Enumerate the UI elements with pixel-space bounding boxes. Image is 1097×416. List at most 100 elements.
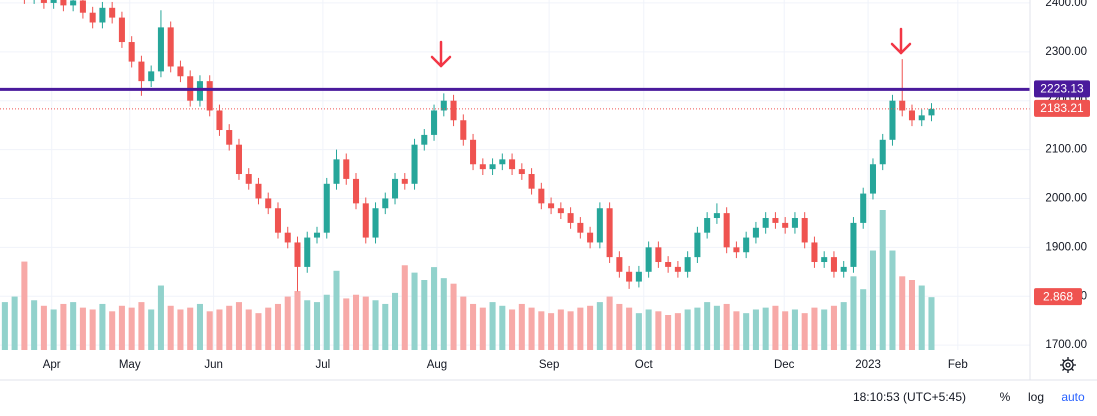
candle-layer <box>23 0 935 292</box>
candle-body <box>801 218 808 243</box>
volume-bar <box>791 309 798 350</box>
volume-bar <box>40 305 47 350</box>
candle-body <box>879 139 886 165</box>
candle-body <box>343 159 350 179</box>
candle-body <box>70 0 77 6</box>
x-tick-label: May <box>119 359 141 371</box>
volume-bar <box>665 315 672 350</box>
volume-bar <box>908 280 916 350</box>
volume-bar <box>460 296 467 350</box>
candle-body <box>499 159 506 165</box>
candle-body <box>333 159 340 184</box>
candle-body <box>869 164 876 194</box>
overlay-layer <box>0 87 1030 110</box>
candle-body <box>109 7 116 18</box>
candle-body <box>40 0 47 3</box>
volume-bar <box>899 276 906 350</box>
candle-body <box>255 183 262 199</box>
candle-body <box>830 257 837 272</box>
volume-bar <box>167 305 174 350</box>
y-tick-label: 2300.00 <box>1045 46 1087 58</box>
volume-bar <box>518 303 525 350</box>
volume-bar <box>265 307 272 350</box>
volume-bar <box>99 303 106 350</box>
volume-bar <box>31 300 38 350</box>
volume-bar <box>557 309 564 350</box>
volume-bar <box>196 303 203 350</box>
auto-toggle[interactable]: auto <box>1061 390 1085 404</box>
candle-body <box>860 193 867 223</box>
y-tick-label: 2000.00 <box>1045 192 1087 204</box>
candle-body <box>60 0 67 6</box>
volume-bar <box>70 302 77 350</box>
volume-bar <box>421 280 428 350</box>
candle-body <box>626 271 633 282</box>
volume-bar <box>323 294 330 350</box>
volume-bar <box>1 302 8 350</box>
volume-bar <box>860 289 867 350</box>
candle-body <box>918 115 925 121</box>
candle-body <box>840 266 847 272</box>
volume-bar <box>918 285 925 350</box>
volume-bar <box>879 210 886 350</box>
candle-body <box>645 247 652 272</box>
candle-body <box>772 218 779 223</box>
candle-body <box>372 208 379 238</box>
volume-bar <box>206 311 213 350</box>
y-tick-label: 1900.00 <box>1045 241 1087 253</box>
x-tick-label: Oct <box>635 359 654 371</box>
log-toggle[interactable]: log <box>1028 390 1044 404</box>
candle-body <box>538 188 545 204</box>
candle-body <box>577 222 584 233</box>
volume-bar <box>148 309 155 350</box>
arrow <box>430 40 452 68</box>
volume-bar <box>255 313 262 350</box>
candle-body <box>470 139 477 165</box>
price-tag-label: 2223.13 <box>1040 82 1084 96</box>
volume-bar <box>226 305 233 350</box>
volume-bar <box>284 296 291 350</box>
candle-body <box>743 237 750 253</box>
candle-body <box>684 257 691 272</box>
candle-body <box>713 213 720 219</box>
candle-body <box>401 178 408 184</box>
volume-bar <box>245 309 252 350</box>
volume-bar <box>157 285 164 350</box>
candle-body <box>382 198 389 209</box>
candle-body <box>821 257 828 263</box>
candle-body <box>723 213 730 248</box>
volume-bar <box>606 296 613 350</box>
candle-body <box>450 100 457 121</box>
volume-bar <box>635 313 642 350</box>
candle-body <box>431 110 438 135</box>
volume-bar <box>645 309 652 350</box>
volume-bar <box>21 261 28 350</box>
price-tag <box>1034 80 1090 98</box>
candle-body <box>352 178 360 204</box>
volume-bar <box>577 307 584 350</box>
candle-body <box>411 144 418 184</box>
candle-body <box>167 27 174 67</box>
settings-icon[interactable] <box>1060 357 1076 373</box>
volume-bar <box>928 297 935 350</box>
candle-body <box>596 208 603 243</box>
y-tick-label: 2100.00 <box>1045 144 1087 156</box>
candle-body <box>899 100 906 111</box>
clock: 18:10:53 (UTC+5:45) <box>853 390 966 404</box>
volume-bar <box>509 309 516 350</box>
candle-body <box>518 169 525 175</box>
percent-toggle[interactable]: % <box>1000 390 1011 404</box>
candle-body <box>587 232 594 243</box>
candle-body <box>216 110 223 131</box>
volume-bar <box>587 305 594 350</box>
candle-body <box>206 81 213 111</box>
volume-bar <box>333 270 340 350</box>
volume-bar <box>616 303 623 350</box>
candle-body <box>635 271 642 282</box>
volume-bar <box>470 303 477 350</box>
volume-bar <box>694 307 701 350</box>
volume-bar <box>733 311 740 350</box>
candle-body <box>157 27 164 72</box>
volume-bar <box>840 302 847 350</box>
candle-body <box>928 108 935 116</box>
